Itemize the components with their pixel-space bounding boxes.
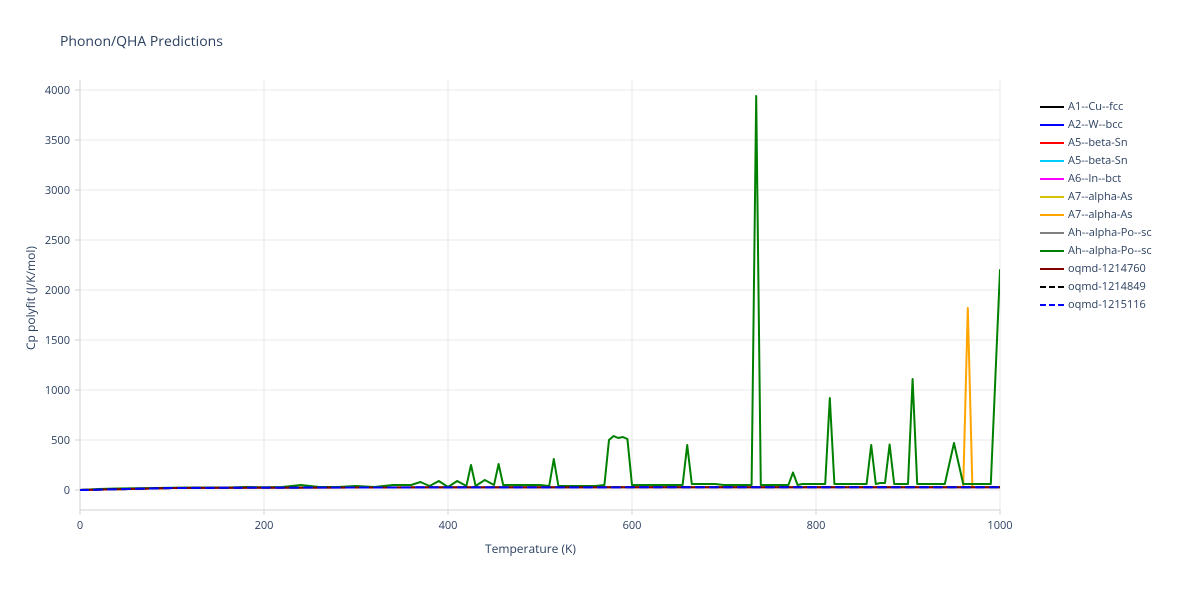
x-tick-label: 1000 — [985, 518, 1015, 533]
legend-swatch — [1040, 178, 1064, 180]
legend-item[interactable]: A7--alpha-As — [1040, 188, 1152, 206]
legend-swatch — [1040, 286, 1064, 288]
legend-swatch — [1040, 196, 1064, 198]
y-tick-label: 0 — [64, 483, 70, 498]
legend-swatch — [1040, 232, 1064, 234]
legend-swatch — [1040, 268, 1064, 270]
legend-item[interactable]: oqmd-1214760 — [1040, 260, 1152, 278]
legend-item[interactable]: A1--Cu--fcc — [1040, 98, 1152, 116]
x-tick-label: 200 — [249, 518, 279, 533]
legend-label: oqmd-1214760 — [1068, 260, 1146, 278]
legend-label: oqmd-1214849 — [1068, 278, 1146, 296]
legend-item[interactable]: A7--alpha-As — [1040, 206, 1152, 224]
legend-item[interactable]: oqmd-1215116 — [1040, 296, 1152, 314]
legend-item[interactable]: Ah--alpha-Po--sc — [1040, 242, 1152, 260]
plot-area[interactable] — [0, 0, 1200, 600]
y-tick-label: 4000 — [45, 83, 70, 98]
legend-label: A6--In--bct — [1068, 170, 1121, 188]
legend-item[interactable]: A5--beta-Sn — [1040, 134, 1152, 152]
legend-swatch — [1040, 124, 1064, 126]
legend-label: A5--beta-Sn — [1068, 134, 1128, 152]
y-tick-label: 500 — [51, 433, 70, 448]
legend-label: A1--Cu--fcc — [1068, 98, 1123, 116]
legend-item[interactable]: oqmd-1214849 — [1040, 278, 1152, 296]
legend-swatch — [1040, 250, 1064, 252]
y-tick-label: 1000 — [45, 383, 70, 398]
legend-swatch — [1040, 304, 1064, 306]
legend-label: Ah--alpha-Po--sc — [1068, 242, 1152, 260]
y-tick-label: 3000 — [45, 183, 70, 198]
y-tick-label: 2000 — [45, 283, 70, 298]
legend-label: A2--W--bcc — [1068, 116, 1123, 134]
legend-label: oqmd-1215116 — [1068, 296, 1146, 314]
legend-label: A7--alpha-As — [1068, 206, 1133, 224]
legend-item[interactable]: A5--beta-Sn — [1040, 152, 1152, 170]
chart-container: Phonon/QHA Predictions Cp polyfit (J/K/m… — [0, 0, 1200, 600]
y-tick-label: 2500 — [45, 233, 70, 248]
legend-item[interactable]: Ah--alpha-Po--sc — [1040, 224, 1152, 242]
legend-swatch — [1040, 142, 1064, 144]
x-tick-label: 400 — [433, 518, 463, 533]
legend-swatch — [1040, 214, 1064, 216]
legend-label: A5--beta-Sn — [1068, 152, 1128, 170]
y-tick-label: 1500 — [45, 333, 70, 348]
x-tick-label: 0 — [65, 518, 95, 533]
legend-label: Ah--alpha-Po--sc — [1068, 224, 1152, 242]
x-tick-label: 600 — [617, 518, 647, 533]
y-tick-label: 3500 — [45, 133, 70, 148]
legend-item[interactable]: A6--In--bct — [1040, 170, 1152, 188]
legend[interactable]: A1--Cu--fccA2--W--bccA5--beta-SnA5--beta… — [1040, 98, 1152, 314]
legend-item[interactable]: A2--W--bcc — [1040, 116, 1152, 134]
legend-label: A7--alpha-As — [1068, 188, 1133, 206]
legend-swatch — [1040, 160, 1064, 162]
x-tick-label: 800 — [801, 518, 831, 533]
legend-swatch — [1040, 106, 1064, 108]
